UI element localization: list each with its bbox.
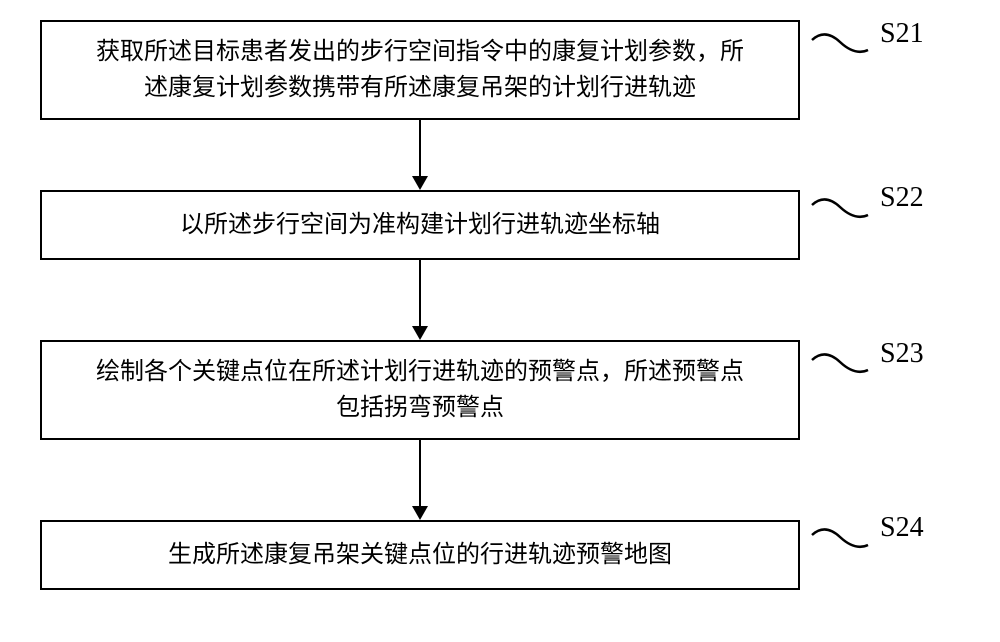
squiggle-s21 (810, 30, 870, 60)
squiggle-s23 (810, 350, 870, 380)
flow-node-s24: 生成所述康复吊架关键点位的行进轨迹预警地图 (40, 520, 800, 590)
arrow-s21-s22-head (412, 176, 428, 190)
flow-label-s23: S23 (880, 338, 924, 370)
flowchart-canvas: 获取所述目标患者发出的步行空间指令中的康复计划参数，所 述康复计划参数携带有所述… (0, 0, 1000, 642)
flow-node-s21: 获取所述目标患者发出的步行空间指令中的康复计划参数，所 述康复计划参数携带有所述… (40, 20, 800, 120)
flow-label-s21: S21 (880, 18, 924, 50)
flow-node-s21-text: 获取所述目标患者发出的步行空间指令中的康复计划参数，所 述康复计划参数携带有所述… (96, 34, 744, 106)
flow-node-s22-text: 以所述步行空间为准构建计划行进轨迹坐标轴 (180, 207, 660, 243)
flow-node-s23: 绘制各个关键点位在所述计划行进轨迹的预警点，所述预警点 包括拐弯预警点 (40, 340, 800, 440)
flow-node-s23-text: 绘制各个关键点位在所述计划行进轨迹的预警点，所述预警点 包括拐弯预警点 (96, 354, 744, 426)
flow-label-s24: S24 (880, 512, 924, 544)
arrow-s23-s24-stem (419, 440, 421, 506)
arrow-s21-s22-stem (419, 120, 421, 176)
squiggle-s22 (810, 195, 870, 225)
arrow-s22-s23-head (412, 326, 428, 340)
flow-node-s22: 以所述步行空间为准构建计划行进轨迹坐标轴 (40, 190, 800, 260)
flow-label-s22: S22 (880, 182, 924, 214)
arrow-s22-s23-stem (419, 260, 421, 326)
squiggle-s24 (810, 525, 870, 555)
flow-node-s24-text: 生成所述康复吊架关键点位的行进轨迹预警地图 (168, 537, 672, 573)
arrow-s23-s24-head (412, 506, 428, 520)
